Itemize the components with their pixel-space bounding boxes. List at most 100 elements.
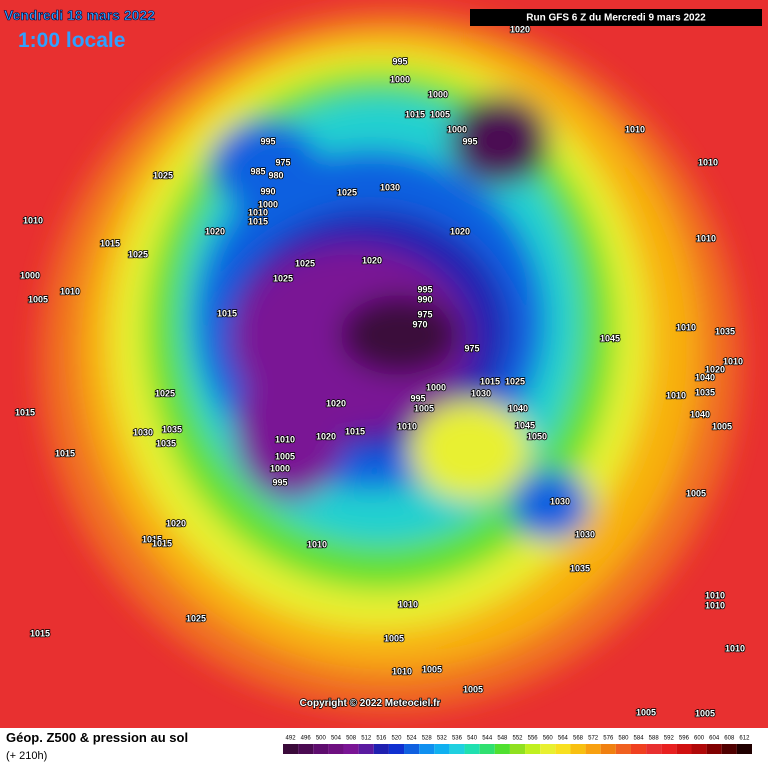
scale-label: 572 xyxy=(588,736,599,742)
footer-lead: (+ 210h) xyxy=(6,750,47,762)
run-info: Run GFS 6 Z du Mercredi 9 mars 2022 xyxy=(526,13,706,24)
pressure-label: 1010 xyxy=(398,599,418,609)
pressure-label: 1025 xyxy=(337,187,357,197)
scale-cell xyxy=(600,744,616,754)
pressure-label: 1025 xyxy=(186,613,206,623)
pressure-label: 1005 xyxy=(384,633,404,643)
pressure-label: 1015 xyxy=(100,238,120,248)
pressure-label: 1010 xyxy=(705,600,725,610)
geopotential-field xyxy=(0,0,768,728)
scale-cell xyxy=(691,744,707,754)
pressure-label: 1015 xyxy=(30,628,50,638)
pressure-label: 995 xyxy=(417,284,432,294)
scale-cell xyxy=(479,744,495,754)
pressure-label: 1005 xyxy=(695,708,715,718)
pressure-label: 995 xyxy=(260,136,275,146)
scale-cell xyxy=(736,744,752,754)
scale-label: 568 xyxy=(573,736,584,742)
scale-cell xyxy=(388,744,405,754)
scale-label: 532 xyxy=(437,736,448,742)
pressure-label: 1000 xyxy=(426,382,446,392)
pressure-label: 1000 xyxy=(447,124,467,134)
pressure-label: 1010 xyxy=(23,215,43,225)
scale-cell xyxy=(464,744,480,754)
scale-label: 508 xyxy=(346,736,357,742)
pressure-label: 1020 xyxy=(316,431,336,441)
scale-label: 600 xyxy=(694,736,705,742)
pressure-label: 1030 xyxy=(133,427,153,437)
pressure-label: 1035 xyxy=(715,326,735,336)
pressure-label: 1040 xyxy=(508,403,528,413)
pressure-label: 1005 xyxy=(686,488,706,498)
pressure-label: 1015 xyxy=(345,426,365,436)
scale-label: 584 xyxy=(634,736,645,742)
scale-cell xyxy=(570,744,586,754)
pressure-label: 1035 xyxy=(695,387,715,397)
pressure-label: 1045 xyxy=(515,420,535,430)
scale-label: 604 xyxy=(709,736,720,742)
scale-cell xyxy=(328,744,344,754)
pressure-label: 1005 xyxy=(636,707,656,717)
footer-title: Géop. Z500 & pression au sol xyxy=(6,730,188,745)
pressure-label: 1015 xyxy=(152,538,172,548)
scale-cell xyxy=(661,744,677,754)
run-box xyxy=(470,9,762,26)
pressure-label: 1025 xyxy=(153,170,173,180)
pressure-label: 1015 xyxy=(15,407,35,417)
scale-label: 588 xyxy=(649,736,660,742)
pressure-label: 1030 xyxy=(575,529,595,539)
pressure-label: 1005 xyxy=(28,294,48,304)
scale-cell xyxy=(525,744,541,754)
scale-cell xyxy=(434,744,450,754)
pressure-label: 1000 xyxy=(390,74,410,84)
pressure-label: 1015 xyxy=(142,534,162,544)
pressure-label: 1050 xyxy=(527,431,547,441)
scale-label: 504 xyxy=(331,736,342,742)
scale-label: 544 xyxy=(482,736,493,742)
pressure-label: 995 xyxy=(272,477,287,487)
scale-label: 564 xyxy=(558,736,569,742)
map-time: 1:00 locale xyxy=(18,29,125,52)
pressure-label: 1035 xyxy=(162,424,182,434)
scale-label: 496 xyxy=(301,736,312,742)
pressure-label: 995 xyxy=(392,56,407,66)
scale-label: 576 xyxy=(603,736,614,742)
pressure-label: 1030 xyxy=(471,388,491,398)
scale-cell xyxy=(358,744,374,754)
pressure-label: 1015 xyxy=(480,376,500,386)
pressure-label: 1015 xyxy=(248,216,268,226)
pressure-label: 1015 xyxy=(405,109,425,119)
pressure-label: 1010 xyxy=(676,322,696,332)
pressure-label: 1020 xyxy=(166,518,186,528)
scale-cell xyxy=(646,744,662,754)
pressure-label: 1020 xyxy=(705,364,725,374)
pressure-label: 1020 xyxy=(450,226,470,236)
pressure-label: 990 xyxy=(417,294,432,304)
pressure-label: 1040 xyxy=(690,409,710,419)
pressure-label: 1010 xyxy=(698,157,718,167)
pressure-label: 1040 xyxy=(695,372,715,382)
pressure-label: 975 xyxy=(417,309,432,319)
scale-cell xyxy=(721,744,737,754)
pressure-label: 1010 xyxy=(725,643,745,653)
pressure-label: 1020 xyxy=(510,24,530,34)
pressure-label: 1000 xyxy=(258,199,278,209)
pressure-label: 1010 xyxy=(625,124,645,134)
pressure-label: 1010 xyxy=(666,390,686,400)
pressure-label: 1000 xyxy=(270,463,290,473)
pressure-label: 1015 xyxy=(55,448,75,458)
scale-label: 536 xyxy=(452,736,463,742)
pressure-label: 1010 xyxy=(392,666,412,676)
scale-label: 520 xyxy=(391,736,402,742)
scale-cell xyxy=(494,744,510,754)
pressure-label: 1025 xyxy=(273,273,293,283)
scale-cell xyxy=(555,744,571,754)
pressure-label: 970 xyxy=(412,319,427,329)
pressure-label: 1035 xyxy=(156,438,176,448)
scale-cell xyxy=(630,744,647,754)
scale-label: 580 xyxy=(618,736,629,742)
scale-label: 524 xyxy=(407,736,418,742)
scale-cell xyxy=(343,744,359,754)
scale-label: 500 xyxy=(316,736,327,742)
